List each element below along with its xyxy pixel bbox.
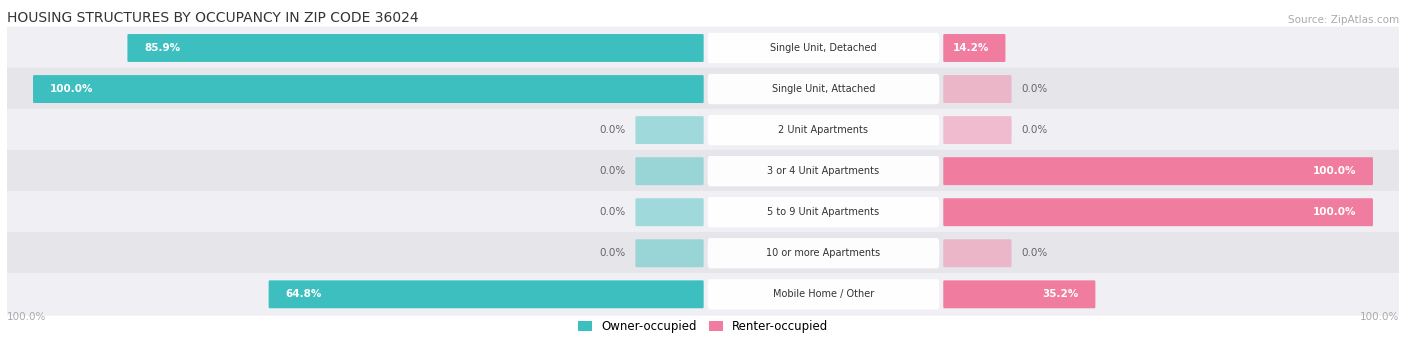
FancyBboxPatch shape	[707, 197, 939, 227]
FancyBboxPatch shape	[943, 34, 1005, 62]
Text: 100.0%: 100.0%	[1313, 166, 1357, 176]
Text: Mobile Home / Other: Mobile Home / Other	[773, 289, 875, 299]
FancyBboxPatch shape	[707, 33, 939, 63]
FancyBboxPatch shape	[7, 109, 1399, 151]
FancyBboxPatch shape	[707, 74, 939, 104]
Text: 100.0%: 100.0%	[7, 312, 46, 322]
FancyBboxPatch shape	[943, 280, 1095, 308]
Text: 3 or 4 Unit Apartments: 3 or 4 Unit Apartments	[768, 166, 880, 176]
Text: Single Unit, Detached: Single Unit, Detached	[770, 43, 877, 53]
FancyBboxPatch shape	[943, 75, 1011, 103]
FancyBboxPatch shape	[269, 280, 703, 308]
FancyBboxPatch shape	[707, 156, 939, 186]
Legend: Owner-occupied, Renter-occupied: Owner-occupied, Renter-occupied	[572, 315, 834, 338]
FancyBboxPatch shape	[636, 239, 703, 267]
FancyBboxPatch shape	[943, 239, 1011, 267]
Text: 10 or more Apartments: 10 or more Apartments	[766, 248, 880, 258]
FancyBboxPatch shape	[7, 232, 1399, 275]
Text: 35.2%: 35.2%	[1042, 289, 1078, 299]
FancyBboxPatch shape	[7, 150, 1399, 193]
FancyBboxPatch shape	[7, 27, 1399, 69]
Text: 14.2%: 14.2%	[952, 43, 988, 53]
FancyBboxPatch shape	[7, 191, 1399, 234]
Text: Source: ZipAtlas.com: Source: ZipAtlas.com	[1288, 15, 1399, 26]
Text: 64.8%: 64.8%	[285, 289, 322, 299]
FancyBboxPatch shape	[707, 279, 939, 310]
Text: 100.0%: 100.0%	[49, 84, 93, 94]
FancyBboxPatch shape	[34, 75, 703, 103]
Text: 100.0%: 100.0%	[1360, 312, 1399, 322]
Text: 0.0%: 0.0%	[1022, 84, 1047, 94]
Text: 0.0%: 0.0%	[599, 166, 626, 176]
Text: 0.0%: 0.0%	[599, 248, 626, 258]
FancyBboxPatch shape	[7, 68, 1399, 110]
Text: 5 to 9 Unit Apartments: 5 to 9 Unit Apartments	[768, 207, 880, 217]
FancyBboxPatch shape	[943, 116, 1011, 144]
Text: 0.0%: 0.0%	[1022, 248, 1047, 258]
Text: 2 Unit Apartments: 2 Unit Apartments	[779, 125, 869, 135]
FancyBboxPatch shape	[636, 116, 703, 144]
FancyBboxPatch shape	[943, 198, 1372, 226]
Text: Single Unit, Attached: Single Unit, Attached	[772, 84, 875, 94]
FancyBboxPatch shape	[636, 157, 703, 185]
FancyBboxPatch shape	[636, 198, 703, 226]
Text: 85.9%: 85.9%	[145, 43, 180, 53]
FancyBboxPatch shape	[7, 273, 1399, 316]
Text: HOUSING STRUCTURES BY OCCUPANCY IN ZIP CODE 36024: HOUSING STRUCTURES BY OCCUPANCY IN ZIP C…	[7, 11, 419, 26]
FancyBboxPatch shape	[707, 115, 939, 145]
Text: 0.0%: 0.0%	[1022, 125, 1047, 135]
Text: 0.0%: 0.0%	[599, 207, 626, 217]
FancyBboxPatch shape	[128, 34, 703, 62]
Text: 100.0%: 100.0%	[1313, 207, 1357, 217]
FancyBboxPatch shape	[943, 157, 1372, 185]
FancyBboxPatch shape	[707, 238, 939, 268]
Text: 0.0%: 0.0%	[599, 125, 626, 135]
